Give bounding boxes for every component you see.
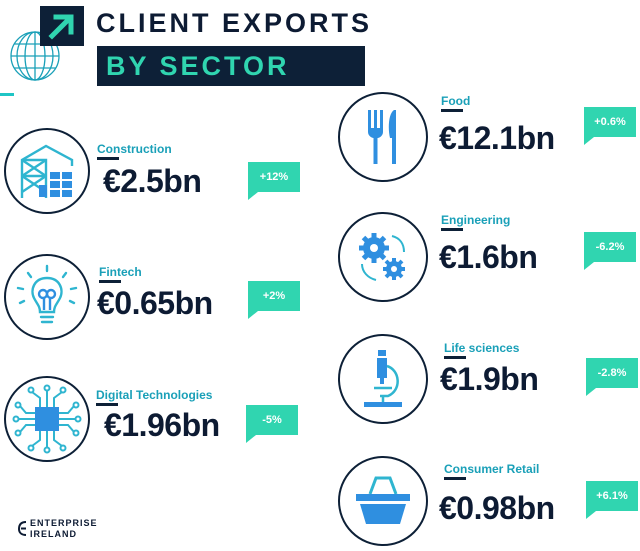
logo-text-line1: ENTERPRISE [30, 518, 98, 528]
sector-icon-circle [4, 128, 90, 214]
page-title: CLIENT EXPORTS [96, 8, 373, 38]
label-underline [441, 109, 463, 112]
sector-value-digital-technologies: €1.96bn [104, 407, 220, 443]
sector-label-food: Food [441, 94, 471, 108]
sector-value-life-sciences: €1.9bn [440, 361, 539, 397]
label-underline [441, 228, 463, 231]
sector-icon-circle [338, 92, 428, 182]
label-underline [444, 477, 466, 480]
arrow-up-right-icon [48, 14, 74, 40]
sector-label-life-sciences: Life sciences [444, 341, 520, 355]
change-badge-food: +0.6% [584, 107, 636, 145]
label-underline [97, 157, 119, 160]
sector-icon-circle [4, 376, 90, 462]
sector-value-food: €12.1bn [439, 120, 555, 156]
change-badge-life-sciences: -2.8% [586, 358, 638, 396]
globe-icon [10, 31, 60, 81]
label-underline [444, 356, 466, 359]
logo-arrow-box [40, 6, 84, 46]
sector-icon-circle [338, 334, 428, 424]
sector-label-construction: Construction [97, 142, 172, 156]
lightbulb-icon [16, 264, 78, 324]
microscope-icon [364, 350, 402, 407]
sector-icon-circle [338, 456, 428, 546]
gears-icon [359, 233, 405, 281]
page-subtitle: BY SECTOR [106, 51, 290, 81]
accent-dash [0, 93, 14, 96]
logo-text-line2: IRELAND [30, 529, 77, 539]
enterprise-ireland-logo-icon [18, 521, 27, 536]
sector-value-construction: €2.5bn [103, 163, 202, 199]
sector-label-consumer-retail: Consumer Retail [444, 462, 540, 476]
building-crane-icon [20, 144, 74, 198]
change-badge-fintech: +2% [248, 281, 300, 319]
fork-knife-icon [368, 110, 396, 164]
sector-value-consumer-retail: €0.98bn [439, 490, 555, 526]
subtitle-bar [97, 46, 365, 86]
change-badge-construction: +12% [248, 162, 300, 200]
sector-label-engineering: Engineering [441, 213, 511, 227]
sector-icon-circle [4, 254, 90, 340]
shopping-basket-icon [356, 476, 410, 524]
microchip-icon [12, 384, 82, 454]
sector-icon-circle [338, 212, 428, 302]
label-underline [96, 403, 118, 406]
change-badge-engineering: -6.2% [584, 232, 636, 270]
sector-label-digital-technologies: Digital Technologies [96, 388, 213, 402]
label-underline [99, 280, 121, 283]
change-badge-digital-technologies: -5% [246, 405, 298, 443]
sector-value-fintech: €0.65bn [97, 285, 213, 321]
change-badge-consumer-retail: +6.1% [586, 481, 638, 519]
sector-label-fintech: Fintech [99, 265, 142, 279]
sector-value-engineering: €1.6bn [439, 239, 538, 275]
